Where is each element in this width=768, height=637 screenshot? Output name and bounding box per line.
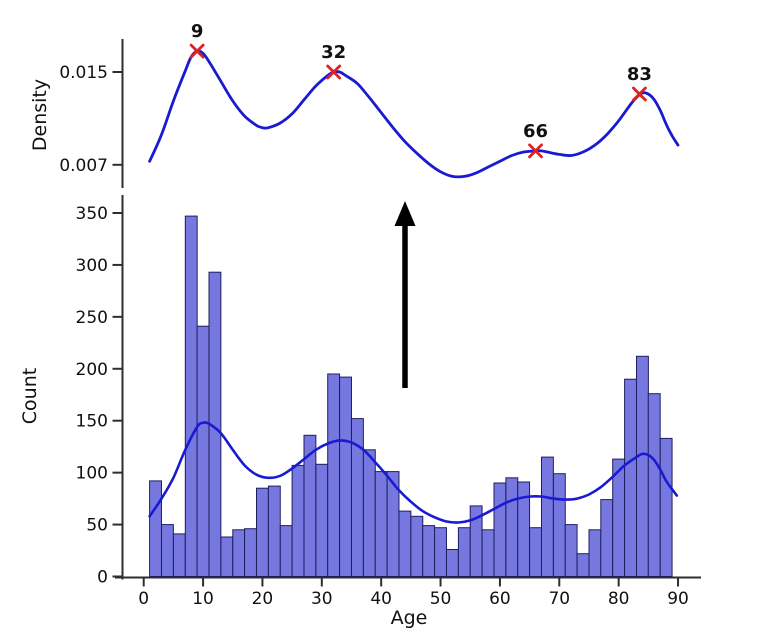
histogram-bar [291,464,305,577]
count-y-tick-label: 0 [97,568,108,588]
histogram-bar [636,355,649,577]
histogram-bar [327,373,341,577]
histogram-bar [339,376,352,577]
histogram-bar [505,477,519,577]
age-x-tick-label: 60 [489,589,511,609]
peak-x-icon [528,143,543,159]
histogram-bar [220,536,234,577]
histogram-bar [576,553,590,578]
peak-marker [632,86,647,102]
histogram-bar [446,549,459,577]
histogram-bar [529,527,542,578]
peak-marker [326,64,342,80]
histogram-bar [315,463,329,577]
up-arrow-head [394,201,416,226]
histogram-bar [624,378,637,578]
count-y-tick-label: 50 [86,516,108,536]
histogram-bar [172,533,186,578]
histogram-bar [481,529,495,577]
count-y-tick-label: 100 [76,464,108,484]
histogram-bar [232,529,246,577]
peak-x-icon [632,86,647,102]
histogram-bar [374,471,388,578]
age-x-tick-label: 30 [311,589,333,609]
histogram-bar [161,524,174,577]
histogram-bar [659,437,673,577]
count-axis-label: Count [19,368,41,424]
histogram-bar [457,527,471,578]
count-y-tick-label: 350 [76,204,108,224]
density-panel [112,39,680,188]
peak-age-label: 66 [523,121,548,142]
histogram-panel [112,195,701,587]
peak-marker [189,43,205,59]
histogram-bars [149,215,673,578]
histogram-bar [588,529,602,577]
count-y-tick-label: 200 [76,360,108,380]
age-x-tick-label: 70 [548,589,570,609]
count-y-tick-label: 150 [76,412,108,432]
histogram-bar [410,515,424,577]
histogram-bar [256,487,269,578]
histogram-bar [541,456,554,578]
histogram-bar [362,449,376,577]
histogram-bar [196,325,210,578]
count-y-tick-label: 300 [76,256,108,276]
histogram-bar [434,527,447,578]
histogram-bar [398,510,412,578]
histogram-bar [600,499,614,578]
peak-age-label: 32 [321,42,346,63]
age-x-tick-label: 40 [370,589,392,609]
peak-x-icon [326,64,342,80]
histogram-bar [647,393,661,578]
age-axis-label: Age [391,607,428,629]
age-x-tick-label: 20 [252,589,274,609]
age-x-tick-label: 90 [667,589,689,609]
peak-age-label: 83 [627,64,652,85]
histogram-bar [267,485,281,578]
age-x-tick-label: 80 [608,589,630,609]
age-x-tick-label: 10 [192,589,214,609]
peak-x-icon [189,43,205,59]
density-axis-label: Density [29,79,51,151]
histogram-bar [552,473,566,578]
up-arrow-icon [394,201,416,388]
histogram-bar [184,215,198,577]
peak-marker [528,143,543,159]
density-y-tick-label: 0.007 [59,156,108,176]
age-x-tick-label: 0 [138,589,149,609]
histogram-bar [244,528,257,578]
histogram-bar [149,480,162,577]
histogram-bar [422,525,436,577]
histogram-kde-curve [148,421,679,524]
histogram-bar [564,524,578,577]
age-x-tick-label: 50 [430,589,452,609]
count-y-tick-label: 250 [76,308,108,328]
peak-age-label: 9 [191,21,204,42]
histogram-bar [493,482,507,577]
histogram-bar [279,525,293,577]
density-kde-curve [148,49,680,179]
density-y-tick-label: 0.015 [59,63,108,83]
